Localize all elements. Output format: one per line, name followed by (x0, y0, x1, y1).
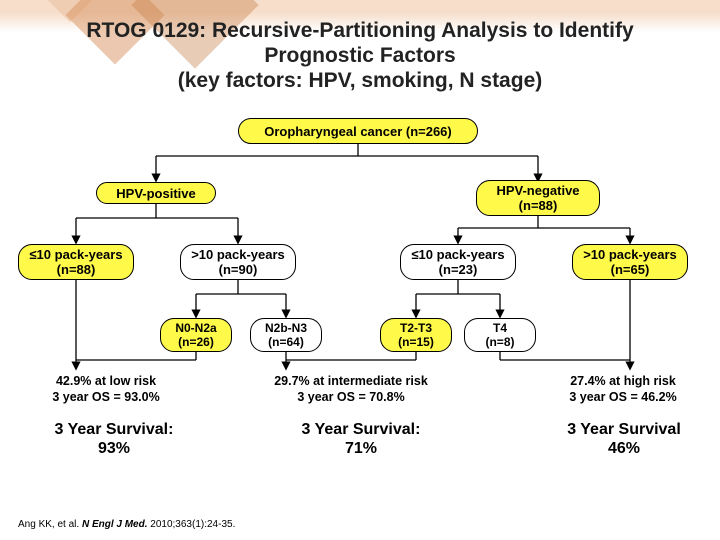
node-le10-pos: ≤10 pack-years (n=88) (18, 244, 134, 280)
outcome-high-risk: 27.4% at high risk 3 year OS = 46.2% (540, 374, 706, 405)
node-t2t3: T2-T3 (n=15) (380, 318, 452, 352)
citation-journal: N Engl J Med. (82, 519, 148, 530)
outcome-intermediate-risk: 29.7% at intermediate risk 3 year OS = 7… (238, 374, 464, 405)
node-n2bn3: N2b-N3 (n=64) (250, 318, 322, 352)
citation-prefix: Ang KK, et al. (18, 519, 82, 530)
survival-71: 3 Year Survival: 71% (276, 420, 446, 458)
node-le10-neg: ≤10 pack-years (n=23) (400, 244, 516, 280)
node-hpv-positive: HPV-positive (96, 182, 216, 204)
node-gt10-pos: >10 pack-years (n=90) (180, 244, 296, 280)
citation: Ang KK, et al. N Engl J Med. 2010;363(1)… (18, 519, 235, 530)
slide-title: RTOG 0129: Recursive-Partitioning Analys… (30, 18, 690, 94)
node-hpv-negative: HPV-negative (n=88) (476, 180, 600, 216)
citation-suffix: 2010;363(1):24-35. (148, 519, 236, 530)
slide: RTOG 0129: Recursive-Partitioning Analys… (0, 0, 720, 540)
survival-46: 3 Year Survival 46% (544, 420, 704, 458)
node-gt10-neg: >10 pack-years (n=65) (572, 244, 688, 280)
node-n0n2a: N0-N2a (n=26) (160, 318, 232, 352)
outcome-low-risk: 42.9% at low risk 3 year OS = 93.0% (20, 374, 192, 405)
node-t4: T4 (n=8) (464, 318, 536, 352)
survival-93: 3 Year Survival: 93% (34, 420, 194, 458)
node-root: Oropharyngeal cancer (n=266) (238, 118, 478, 144)
